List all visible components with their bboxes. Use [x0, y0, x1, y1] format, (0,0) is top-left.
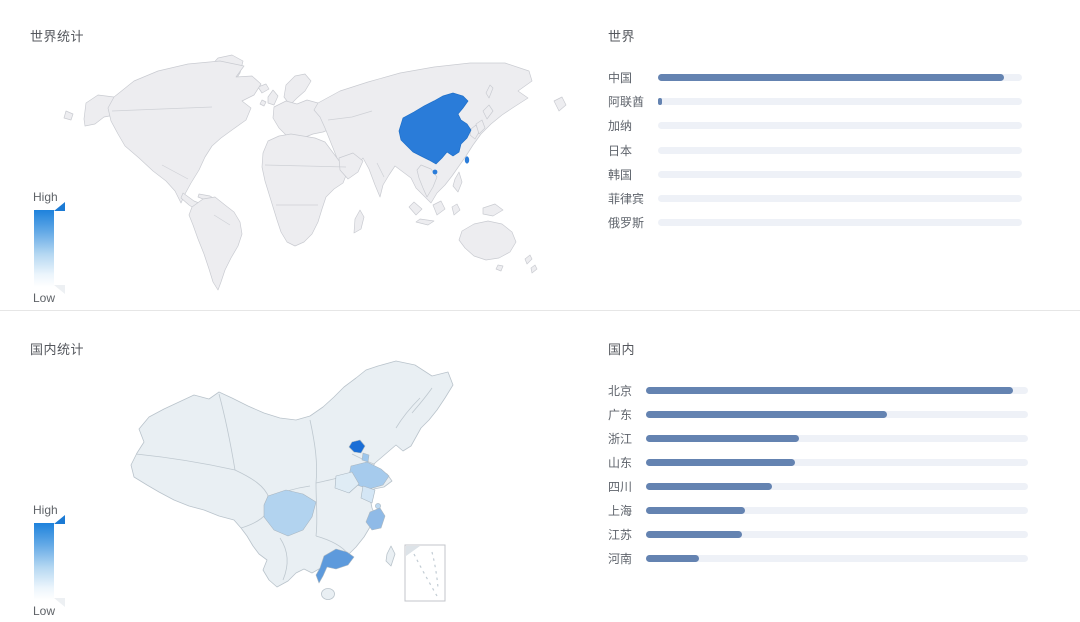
- bar-fill[interactable]: [646, 554, 700, 562]
- bar-track[interactable]: [646, 386, 1028, 394]
- world-chart-title: 世界: [608, 29, 636, 44]
- bar-track[interactable]: [646, 506, 1028, 514]
- bar-row: 江苏: [608, 522, 1028, 546]
- bar-fill[interactable]: [646, 410, 887, 418]
- bar-category-label: 山东: [608, 455, 633, 470]
- china-bar-chart: 北京广东浙江山东四川上海江苏河南: [608, 378, 1028, 570]
- bar-row: 上海: [608, 498, 1028, 522]
- bar-fill[interactable]: [646, 458, 795, 466]
- bar-row: 四川: [608, 474, 1028, 498]
- world-map[interactable]: [62, 45, 567, 295]
- bar-track[interactable]: [646, 458, 1028, 466]
- bar-category-label: 中国: [608, 70, 633, 85]
- world-landmasses[interactable]: [63, 54, 567, 291]
- bar-track[interactable]: [646, 410, 1028, 418]
- bar-track[interactable]: [658, 219, 1022, 227]
- visualmap-high-label: High: [33, 190, 58, 204]
- bar-category-label: 日本: [608, 143, 633, 158]
- bar-track[interactable]: [646, 434, 1028, 442]
- bar-track[interactable]: [658, 122, 1022, 130]
- visualmap-low-label: Low: [33, 604, 56, 618]
- world-visualmap[interactable]: High Low: [30, 191, 94, 305]
- bar-category-label: 四川: [608, 479, 633, 494]
- visualmap-high-handle-icon[interactable]: [54, 202, 65, 211]
- world-statistics-section: 世界统计: [30, 29, 1022, 305]
- bar-fill[interactable]: [646, 386, 1013, 394]
- bar-track[interactable]: [658, 97, 1022, 105]
- bar-category-label: 加纳: [608, 119, 633, 134]
- bar-row: 日本: [608, 138, 1022, 162]
- bar-fill[interactable]: [658, 73, 1004, 81]
- china-map-islands[interactable]: [321, 545, 396, 600]
- bar-category-label: 广东: [608, 407, 633, 422]
- world-bar-chart: 中国阿联酋加纳日本韩国菲律宾俄罗斯: [608, 65, 1022, 235]
- bar-fill[interactable]: [646, 434, 799, 442]
- bar-fill[interactable]: [646, 506, 746, 514]
- bar-row: 中国: [608, 65, 1022, 89]
- world-section-title: 世界统计: [30, 29, 85, 44]
- bar-category-label: 菲律宾: [608, 192, 645, 207]
- china-section-title: 国内统计: [30, 342, 85, 357]
- world-map-region-china[interactable]: [398, 92, 472, 175]
- bar-row: 阿联酋: [608, 89, 1022, 113]
- bar-category-label: 韩国: [608, 167, 633, 182]
- bar-row: 菲律宾: [608, 186, 1022, 210]
- south-china-sea-inset: [404, 544, 446, 602]
- bar-category-label: 俄罗斯: [608, 216, 645, 231]
- bar-row: 加纳: [608, 114, 1022, 138]
- china-chart-title: 国内: [608, 342, 636, 357]
- bar-row: 韩国: [608, 162, 1022, 186]
- bar-row: 浙江: [608, 426, 1028, 450]
- china-map[interactable]: [120, 358, 465, 608]
- bar-category-label: 河南: [608, 551, 633, 566]
- bar-fill[interactable]: [646, 482, 773, 490]
- bar-fill[interactable]: [646, 530, 742, 538]
- bar-category-label: 浙江: [608, 431, 633, 446]
- bar-row: 北京: [608, 378, 1028, 402]
- bar-fill[interactable]: [658, 97, 662, 105]
- bar-row: 河南: [608, 546, 1028, 570]
- bar-track[interactable]: [658, 195, 1022, 203]
- bar-track[interactable]: [658, 170, 1022, 178]
- visualmap-high-handle-icon[interactable]: [54, 515, 65, 524]
- visualmap-low-label: Low: [33, 291, 56, 305]
- visualmap-low-handle-icon[interactable]: [54, 598, 65, 607]
- bar-track[interactable]: [658, 146, 1022, 154]
- visualmap-low-handle-icon[interactable]: [54, 285, 65, 294]
- bar-row: 山东: [608, 450, 1028, 474]
- bar-track[interactable]: [646, 482, 1028, 490]
- china-statistics-section: 国内统计: [0, 311, 1080, 622]
- bar-track[interactable]: [646, 554, 1028, 562]
- china-map-mainland[interactable]: [130, 360, 454, 588]
- visualmap-high-label: High: [33, 503, 58, 517]
- bar-category-label: 江苏: [608, 527, 633, 542]
- bar-track[interactable]: [646, 530, 1028, 538]
- bar-track[interactable]: [658, 73, 1022, 81]
- bar-category-label: 上海: [608, 503, 633, 518]
- bar-category-label: 北京: [608, 383, 633, 398]
- bar-row: 广东: [608, 402, 1028, 426]
- bar-category-label: 阿联酋: [608, 94, 645, 109]
- china-visualmap[interactable]: High Low: [30, 504, 94, 618]
- visualmap-gradient-bar[interactable]: [34, 515, 65, 607]
- china-map-highlighted-provinces[interactable]: [263, 439, 390, 584]
- section-divider: [0, 310, 1080, 311]
- visualmap-gradient-bar[interactable]: [34, 202, 65, 294]
- bar-row: 俄罗斯: [608, 211, 1022, 235]
